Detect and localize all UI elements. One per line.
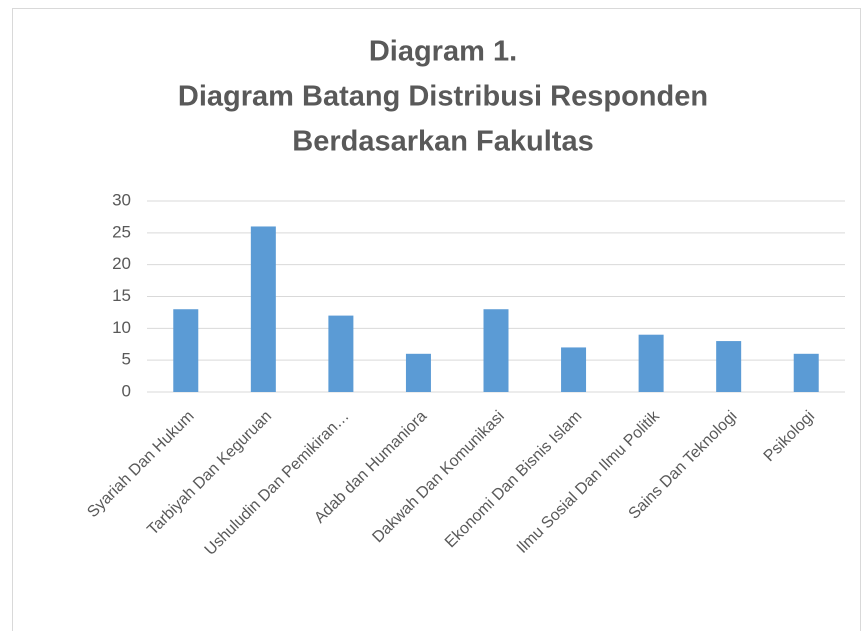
bar xyxy=(328,315,354,392)
bar xyxy=(561,347,587,392)
chart-border xyxy=(12,8,861,631)
y-tick-label: 5 xyxy=(122,350,131,369)
bar xyxy=(793,353,819,392)
bar xyxy=(716,341,742,392)
y-tick-label: 10 xyxy=(112,318,131,337)
chart-title: Diagram Batang Distribusi Responden xyxy=(178,81,708,113)
bar xyxy=(173,309,199,392)
bar xyxy=(483,309,509,392)
y-tick-label: 15 xyxy=(112,286,131,305)
y-tick-label: 20 xyxy=(112,254,131,273)
bar xyxy=(250,226,276,392)
y-tick-label: 25 xyxy=(112,222,131,241)
chart-title: Diagram 1. xyxy=(369,36,517,68)
y-tick-label: 30 xyxy=(112,190,131,209)
chart-title: Berdasarkan Fakultas xyxy=(292,126,593,158)
bar xyxy=(638,334,664,392)
y-tick-label: 0 xyxy=(122,381,131,400)
bar xyxy=(405,353,431,392)
